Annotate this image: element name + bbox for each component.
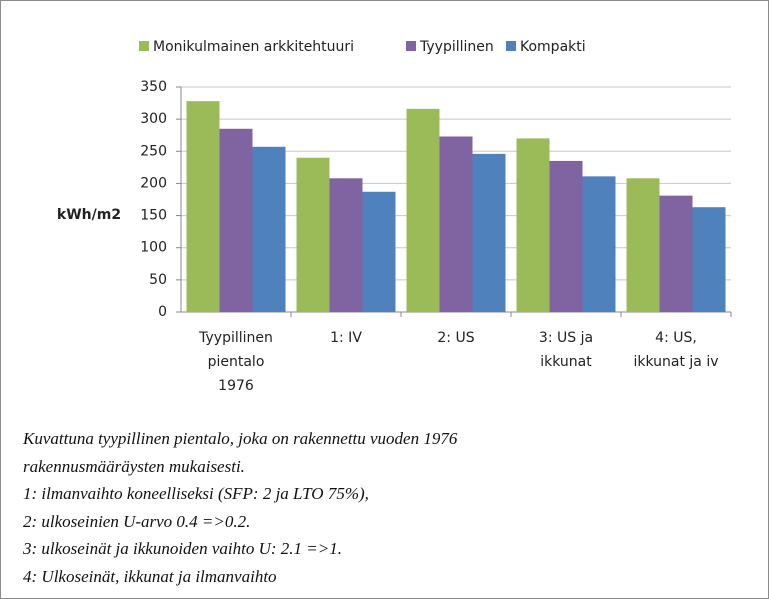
x-tick-label: ikkunat: [540, 354, 592, 370]
x-tick-label: 4: US,: [655, 330, 697, 346]
bar: [362, 191, 396, 312]
y-axis-label: kWh/m2: [57, 207, 121, 223]
bar: [549, 160, 583, 312]
x-tick-label: Tyypillinen: [198, 330, 273, 346]
x-tick-label: ikkunat ja iv: [633, 354, 718, 370]
legend-swatch: [139, 41, 149, 51]
caption-line: rakennusmääräysten mukaisesti.: [23, 456, 245, 476]
legend-label: Kompakti: [520, 39, 586, 55]
caption-line: 4: Ulkoseinät, ikkunat ja ilmanvaihto: [23, 566, 277, 586]
bar: [439, 136, 473, 312]
bar: [186, 101, 220, 313]
legend-swatch: [506, 41, 516, 51]
x-tick-label: 1: IV: [330, 330, 362, 346]
y-tick-label: 200: [140, 175, 167, 191]
bar: [406, 108, 440, 312]
x-tick-label: 2: US: [437, 330, 474, 346]
caption-line: Kuvattuna tyypillinen pientalo, joka on …: [23, 429, 458, 448]
caption: Kuvattuna tyypillinen pientalo, joka on …: [23, 425, 457, 591]
y-tick-label: 100: [140, 240, 167, 256]
legend-label: Tyypillinen: [419, 39, 494, 55]
bar: [252, 146, 286, 312]
bar: [219, 128, 253, 312]
y-tick-label: 250: [140, 143, 167, 159]
y-tick-label: 300: [140, 111, 167, 127]
bar: [582, 176, 616, 312]
x-tick-label: 3: US ja: [539, 330, 593, 346]
y-tick-label: 150: [140, 208, 167, 224]
bar: [329, 178, 363, 312]
bar: [626, 178, 660, 312]
legend-swatch: [406, 41, 416, 51]
chart: kWh/m2 0 50 100 150 200 250 300 350 Tyypillinen p…: [57, 39, 732, 394]
legend-label: Monikulmainen arkkitehtuuri: [153, 39, 354, 55]
caption-line: 1: ilmanvaihto koneelliseksi (SFP: 2 ja …: [23, 484, 369, 504]
y-tick-label: 0: [158, 304, 167, 320]
y-tick-label: 50: [149, 272, 167, 288]
bar: [692, 207, 726, 312]
bar: [472, 153, 506, 312]
bar: [516, 138, 550, 312]
bar: [659, 195, 693, 312]
bar: [296, 157, 330, 312]
x-tick-label: pientalo: [208, 354, 265, 370]
caption-line: 3: ulkoseinät ja ikkunoiden vaihto U: 2.…: [23, 539, 342, 559]
caption-line: 2: ulkoseinien U-arvo 0.4 =>0.2.: [23, 511, 251, 531]
x-tick-label: 1976: [218, 378, 254, 394]
y-tick-label: 350: [140, 79, 167, 95]
